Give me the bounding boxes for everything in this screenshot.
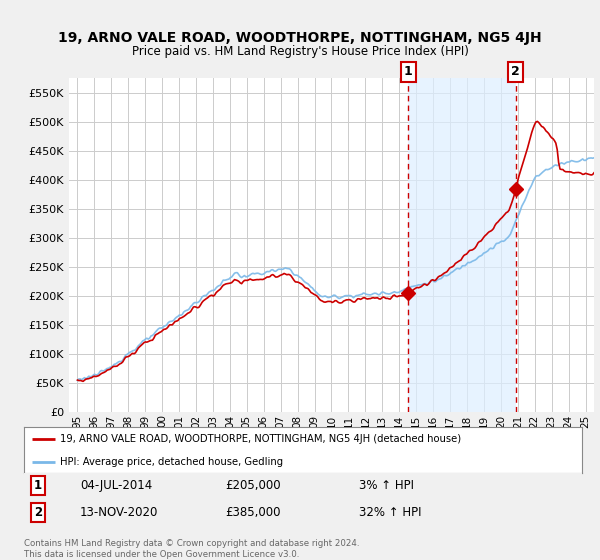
Text: £385,000: £385,000	[225, 506, 280, 519]
Text: 3% ↑ HPI: 3% ↑ HPI	[359, 479, 414, 492]
Text: 19, ARNO VALE ROAD, WOODTHORPE, NOTTINGHAM, NG5 4JH: 19, ARNO VALE ROAD, WOODTHORPE, NOTTINGH…	[58, 31, 542, 45]
Text: 1: 1	[404, 66, 413, 78]
Text: 13-NOV-2020: 13-NOV-2020	[80, 506, 158, 519]
Text: 2: 2	[511, 66, 520, 78]
Text: 1: 1	[34, 479, 42, 492]
Text: Price paid vs. HM Land Registry's House Price Index (HPI): Price paid vs. HM Land Registry's House …	[131, 45, 469, 58]
Bar	[409, 78, 515, 412]
Text: 19, ARNO VALE ROAD, WOODTHORPE, NOTTINGHAM, NG5 4JH (detached house): 19, ARNO VALE ROAD, WOODTHORPE, NOTTINGH…	[60, 434, 461, 444]
Text: HPI: Average price, detached house, Gedling: HPI: Average price, detached house, Gedl…	[60, 457, 283, 466]
Text: 32% ↑ HPI: 32% ↑ HPI	[359, 506, 421, 519]
Text: 04-JUL-2014: 04-JUL-2014	[80, 479, 152, 492]
Text: Contains HM Land Registry data © Crown copyright and database right 2024.
This d: Contains HM Land Registry data © Crown c…	[24, 539, 359, 559]
Text: £205,000: £205,000	[225, 479, 281, 492]
Text: 2: 2	[34, 506, 42, 519]
